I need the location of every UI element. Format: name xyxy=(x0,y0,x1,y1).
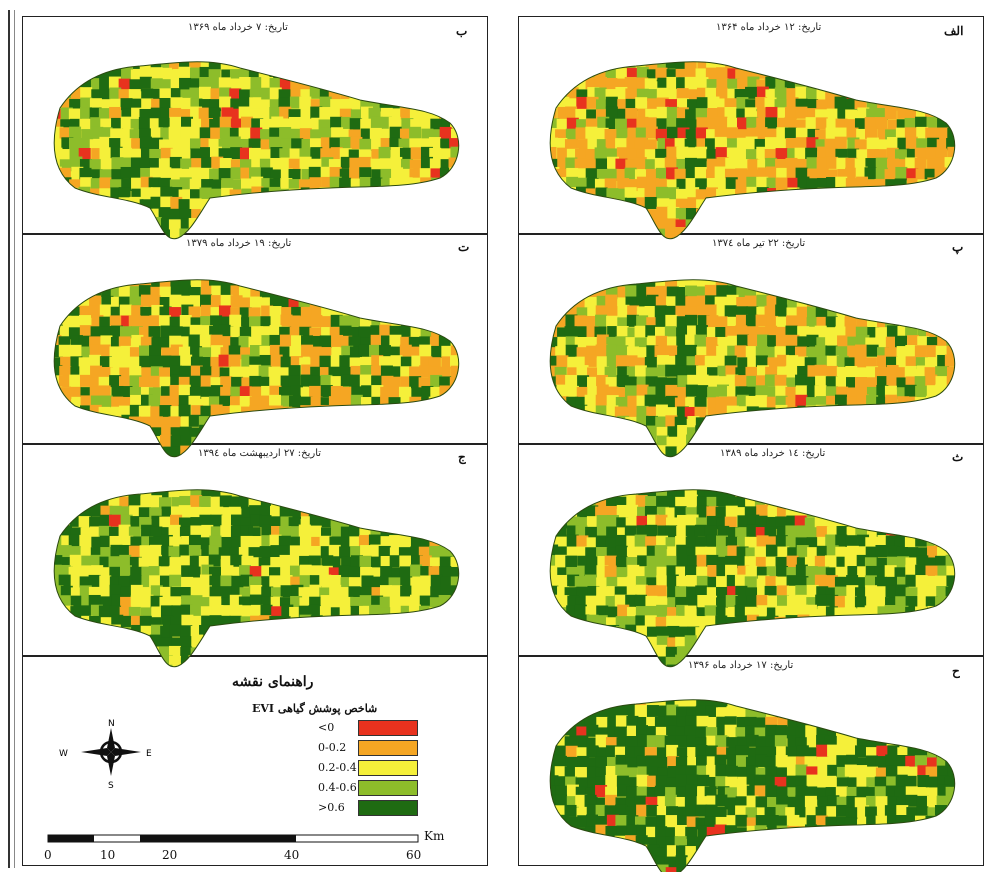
legend-swatch-4 xyxy=(358,800,418,816)
panel-letter-th: ث xyxy=(952,450,964,464)
basin-map-3 xyxy=(53,279,460,458)
scale-tick-3: 40 xyxy=(284,848,300,862)
basin-map-2 xyxy=(549,279,956,458)
panel-letter-h: ح xyxy=(952,664,960,678)
legend-label-2: 0.2-0.4 xyxy=(318,761,357,774)
basin-map-1 xyxy=(53,61,460,240)
scale-tick-0: 0 xyxy=(44,848,52,862)
compass-s: S xyxy=(108,781,114,790)
panel-date-th: تاریخ: ۱٤ خرداد ماه ۱۳۸۹ xyxy=(720,448,826,459)
panel-letter-b: ب xyxy=(456,24,468,38)
scale-unit: Km xyxy=(424,829,445,843)
panel-date-h: تاریخ: ۱۷ خرداد ماه ۱۳۹۶ xyxy=(688,660,794,671)
legend-swatch-0 xyxy=(358,720,418,736)
panel-letter-j: ج xyxy=(458,450,466,464)
compass-w: W xyxy=(59,749,68,759)
panel-date-alef: تاریخ: ۱۲ خرداد ماه ۱۳۶۴ xyxy=(716,22,822,33)
basin-map-0 xyxy=(549,61,956,240)
basin-map-6 xyxy=(549,699,956,872)
compass-e: E xyxy=(146,749,152,759)
scale-tick-2: 20 xyxy=(162,848,178,862)
panel-letter-t: ت xyxy=(458,240,470,254)
scale-tick-1: 10 xyxy=(100,848,116,862)
legend-label-3: 0.4-0.6 xyxy=(318,781,357,794)
compass-n: N xyxy=(108,719,115,729)
panel-date-b: تاریخ: ۷ خرداد ماه ۱۳۶۹ xyxy=(188,22,288,33)
legend-label-4: >0.6 xyxy=(318,801,345,814)
page-margin-rule xyxy=(8,10,10,868)
legend-label-0: <0 xyxy=(318,721,335,734)
legend-swatch-3 xyxy=(358,780,418,796)
legend-subtitle: شاخص پوشش گیاهی EVI xyxy=(252,702,378,715)
legend-swatch-2 xyxy=(358,760,418,776)
legend-label-1: 0-0.2 xyxy=(318,741,347,754)
basin-map-5 xyxy=(53,489,460,668)
scale-tick-4: 60 xyxy=(406,848,422,862)
panel-date-j: تاریخ: ۲۷ اردیبهشت ماه ۱۳۹٤ xyxy=(198,448,322,459)
page-margin-rule-2 xyxy=(14,10,15,868)
legend-title: راهنمای نقشه xyxy=(232,674,314,690)
panel-date-p: تاریخ: ۲۲ تیر ماه ۱۳۷٤ xyxy=(712,238,806,249)
panel-letter-alef: الف xyxy=(944,24,964,38)
scale-bar xyxy=(47,834,419,843)
panel-letter-p: پ xyxy=(952,240,964,254)
compass-rose-icon: N S E W xyxy=(59,719,152,790)
panel-date-t: تاریخ: ۱۹ خرداد ماه ۱۳۷۹ xyxy=(186,238,292,249)
basin-map-4 xyxy=(549,489,956,668)
legend-swatch-1 xyxy=(358,740,418,756)
